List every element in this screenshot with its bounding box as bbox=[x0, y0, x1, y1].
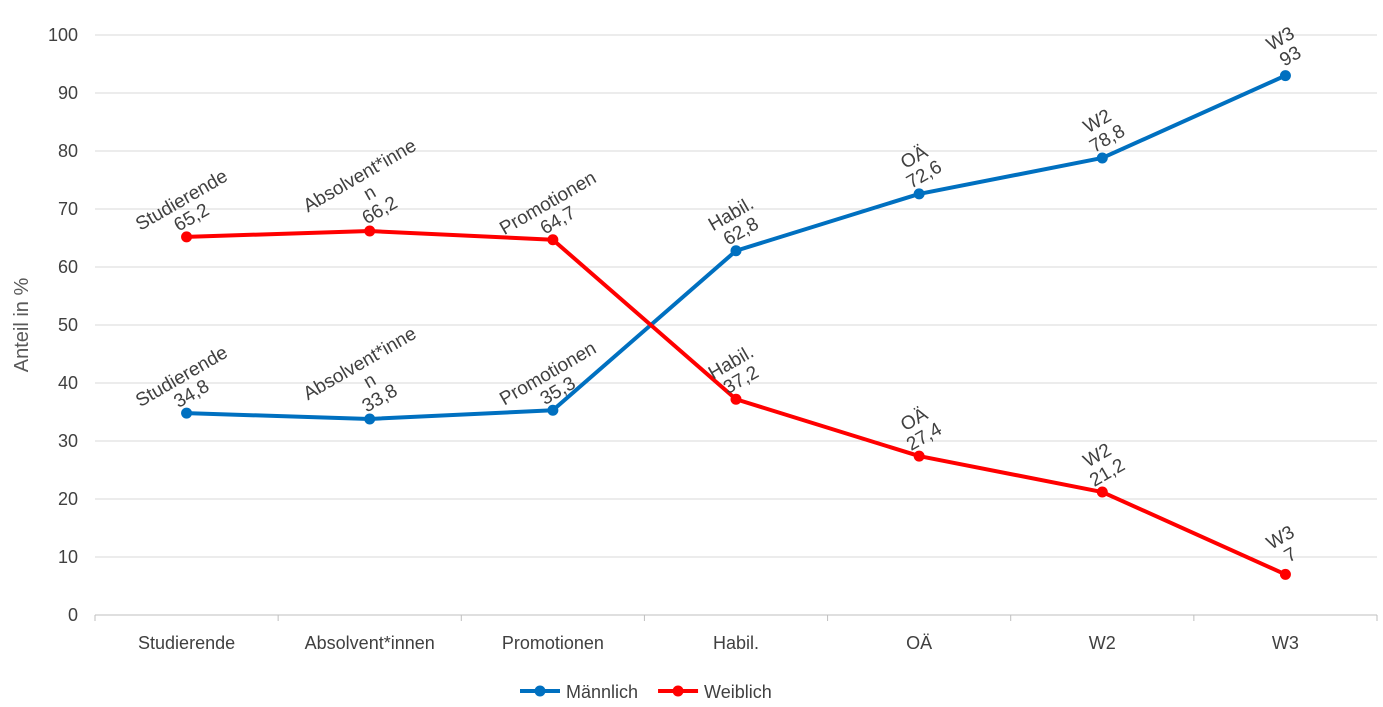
y-tick-label: 80 bbox=[58, 141, 78, 161]
data-point bbox=[1096, 486, 1108, 498]
x-axis-ticks: Studierende Absolvent*innen Promotionen Hab… bbox=[94, 615, 1378, 653]
data-point bbox=[364, 225, 376, 237]
data-point bbox=[913, 188, 925, 200]
data-point bbox=[730, 393, 742, 405]
y-tick-label: 20 bbox=[58, 489, 78, 509]
y-tick-label: 10 bbox=[58, 547, 78, 567]
x-tick-label: W2 bbox=[1089, 633, 1116, 653]
data-label: W393 bbox=[1263, 23, 1308, 73]
y-tick-label: 0 bbox=[68, 605, 78, 625]
data-label-line: Absolvent*inne bbox=[300, 323, 420, 405]
legend-label: Männlich bbox=[566, 682, 638, 702]
y-tick-label: 60 bbox=[58, 257, 78, 277]
x-tick-label: Absolvent*innen bbox=[305, 633, 435, 653]
y-tick-label: 50 bbox=[58, 315, 78, 335]
y-tick-label: 30 bbox=[58, 431, 78, 451]
data-point bbox=[364, 413, 376, 425]
data-label: W37 bbox=[1263, 522, 1308, 572]
x-tick-label: Habil. bbox=[713, 633, 759, 653]
y-tick-label: 70 bbox=[58, 199, 78, 219]
gridlines bbox=[95, 34, 1377, 558]
y-tick-label: 90 bbox=[58, 83, 78, 103]
data-label-line: Absolvent*inne bbox=[300, 135, 420, 217]
data-label: OÄ27,4 bbox=[893, 401, 946, 455]
data-point bbox=[1096, 152, 1108, 164]
data-label: OÄ72,6 bbox=[893, 139, 946, 193]
y-axis-title: Anteil in % bbox=[11, 278, 33, 373]
legend-label: Weiblich bbox=[704, 682, 772, 702]
x-tick-label: Promotionen bbox=[502, 633, 604, 653]
data-point bbox=[1279, 568, 1291, 580]
legend-swatch-marker bbox=[534, 685, 546, 697]
y-tick-label: 100 bbox=[48, 25, 78, 45]
data-point bbox=[547, 234, 559, 246]
data-point bbox=[181, 231, 193, 243]
legend: Männlich Weiblich bbox=[520, 682, 772, 702]
data-point bbox=[730, 245, 742, 257]
x-tick-label: W3 bbox=[1272, 633, 1299, 653]
data-label-line: 7 bbox=[1281, 544, 1301, 567]
data-point bbox=[913, 450, 925, 462]
x-tick-label: OÄ bbox=[906, 633, 932, 653]
series-group bbox=[181, 70, 1291, 580]
data-labels: Studierende34,8 Absolvent*innen33,8 Promot… bbox=[132, 23, 1308, 572]
data-label: Habil.37,2 bbox=[705, 342, 768, 402]
data-label-line: 33,8 bbox=[359, 380, 402, 417]
y-axis-ticks: 0 10 20 30 40 50 60 70 80 90 100 bbox=[48, 25, 78, 625]
data-point bbox=[181, 407, 193, 419]
data-label: W221,2 bbox=[1076, 437, 1129, 491]
x-tick-label: Studierende bbox=[138, 633, 235, 653]
data-point bbox=[1279, 70, 1291, 82]
y-tick-label: 40 bbox=[58, 373, 78, 393]
legend-swatch-marker bbox=[672, 685, 684, 697]
data-point bbox=[547, 404, 559, 416]
data-label-line: 66,2 bbox=[359, 192, 402, 229]
